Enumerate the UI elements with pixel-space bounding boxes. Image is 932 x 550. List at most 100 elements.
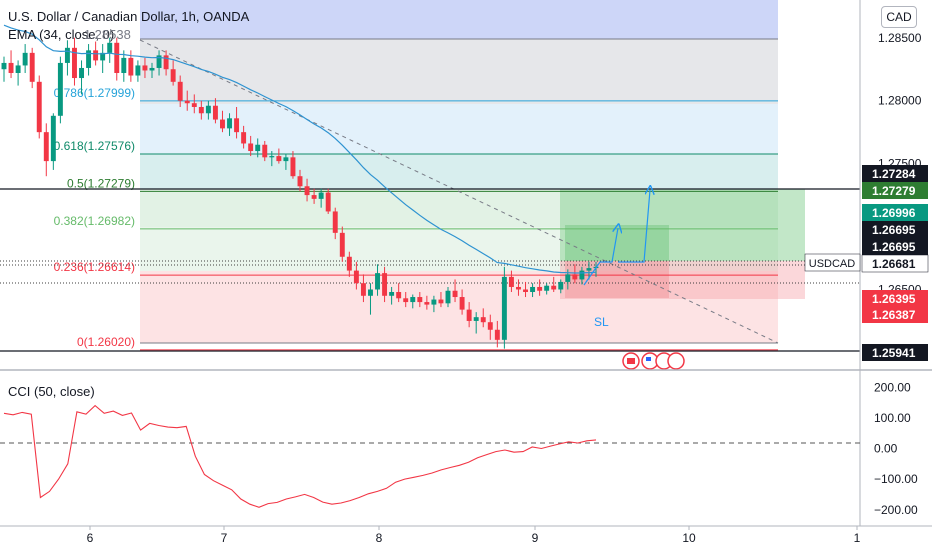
projection-arrow-1[interactable] <box>583 228 618 286</box>
price-label-text: 1.26695 <box>872 240 916 254</box>
price-label-text: 1.27284 <box>872 167 916 181</box>
chart-title: U.S. Dollar / Canadian Dollar, 1h, OANDA <box>8 9 249 24</box>
fib-zone-0786 <box>140 104 778 154</box>
event-icon-4 <box>667 352 685 370</box>
time-tick-label: 1 <box>854 531 861 545</box>
candle-body <box>57 62 63 116</box>
candle-body <box>558 281 564 290</box>
candle-body <box>184 100 190 104</box>
candle-body <box>283 157 289 162</box>
candle-body <box>304 186 310 196</box>
fib-zone-0618 <box>140 154 778 189</box>
candle-body <box>325 192 331 212</box>
candle-body <box>487 322 493 330</box>
candle-body <box>332 211 338 233</box>
price-label-box <box>862 238 928 255</box>
candle-body <box>501 276 507 340</box>
ema-legend[interactable]: EMA (34, close, 0) 1.28538 <box>8 27 131 42</box>
candle-body <box>375 273 380 290</box>
cci-line <box>3 404 597 508</box>
candle-body <box>466 309 472 321</box>
symbol-tag: USDCAD <box>809 258 856 270</box>
candle-body <box>128 57 134 76</box>
cci-label: CCI (50, close) <box>8 384 95 399</box>
candle-body <box>93 50 99 61</box>
price-label-box <box>862 290 928 307</box>
candle-body <box>177 81 183 101</box>
cci-legend[interactable]: CCI (50, close) <box>8 384 95 399</box>
currency-button[interactable]: CAD <box>881 6 917 28</box>
candle-body <box>198 106 204 114</box>
fib-zone-top <box>140 0 778 39</box>
candle-body <box>205 105 211 114</box>
price-tick-label: 1.28000 <box>878 94 922 108</box>
candle-body <box>389 292 395 296</box>
ema-value: 1.28538 <box>83 27 131 42</box>
time-tick-label: 6 <box>87 531 94 545</box>
candle-body <box>494 329 500 340</box>
candle-body <box>227 118 232 129</box>
price-label-text: 1.26395 <box>872 292 916 306</box>
price-label-text: 1.26996 <box>872 206 916 220</box>
candle-body <box>459 297 465 310</box>
candle-body <box>530 286 536 292</box>
price-label-box <box>862 221 928 238</box>
candle-body <box>170 69 176 82</box>
candle-body <box>537 286 543 291</box>
candle-body <box>508 276 514 287</box>
candle-body <box>410 297 416 303</box>
candle-body <box>248 143 254 152</box>
price-label-text: 1.25941 <box>872 346 916 360</box>
candle-body <box>445 290 451 304</box>
candle-body <box>50 115 56 162</box>
cci-tick-label: 200.00 <box>874 380 911 394</box>
price-label-box <box>862 344 928 361</box>
economic-event-icons[interactable] <box>622 352 685 370</box>
candle-body <box>417 297 423 303</box>
candle-body <box>516 286 521 290</box>
candle-body <box>403 298 409 303</box>
candle-body <box>452 290 458 298</box>
candle-body <box>100 52 106 61</box>
candle-body <box>523 289 528 292</box>
candle-body <box>586 268 592 271</box>
price-label-text: 1.27279 <box>872 184 916 198</box>
fib-label-0.236: 0.236(1.26614) <box>54 260 135 274</box>
fib-label-0.382: 0.382(1.26982) <box>54 214 135 228</box>
target-zone <box>560 189 805 261</box>
candle-body <box>135 65 141 76</box>
candle-body <box>339 232 345 257</box>
candle-body <box>1 62 7 70</box>
candle-body <box>241 132 247 144</box>
symbol-tag-box <box>804 253 861 272</box>
candle-body <box>572 274 578 280</box>
projection-arrow-2[interactable] <box>618 190 650 263</box>
candle-body <box>438 299 444 304</box>
candle-body <box>473 317 479 321</box>
price-label-text: 1.26681 <box>872 257 916 271</box>
stop-zone <box>560 261 805 299</box>
price-axis <box>860 0 932 550</box>
cci-tick-label: 100.00 <box>874 411 911 425</box>
candle-body <box>43 132 49 162</box>
candle-body <box>86 50 92 68</box>
candle-body <box>269 156 275 158</box>
candle-body <box>114 42 120 73</box>
fib-label-0.618: 0.618(1.27576) <box>54 139 135 153</box>
price-axis-labels: 1.27284 1.27279 1.26996 1.26695 1.26695 1.266… <box>861 165 929 361</box>
candle-body <box>579 270 585 280</box>
fib-zone-1 <box>140 39 778 104</box>
candle-body <box>8 62 14 73</box>
descending-trendline[interactable] <box>139 39 779 344</box>
candle-body <box>311 195 317 199</box>
candle-body <box>565 274 571 282</box>
fib-label-0.786: 0.786(1.27999) <box>54 86 135 100</box>
candle-body <box>262 144 268 158</box>
candle-body <box>368 289 373 296</box>
price-label-box <box>862 182 928 199</box>
candle-body <box>353 270 359 284</box>
candle-body <box>36 81 42 133</box>
price-label-box <box>862 204 928 221</box>
cci-tick-label: 0.00 <box>874 442 898 456</box>
